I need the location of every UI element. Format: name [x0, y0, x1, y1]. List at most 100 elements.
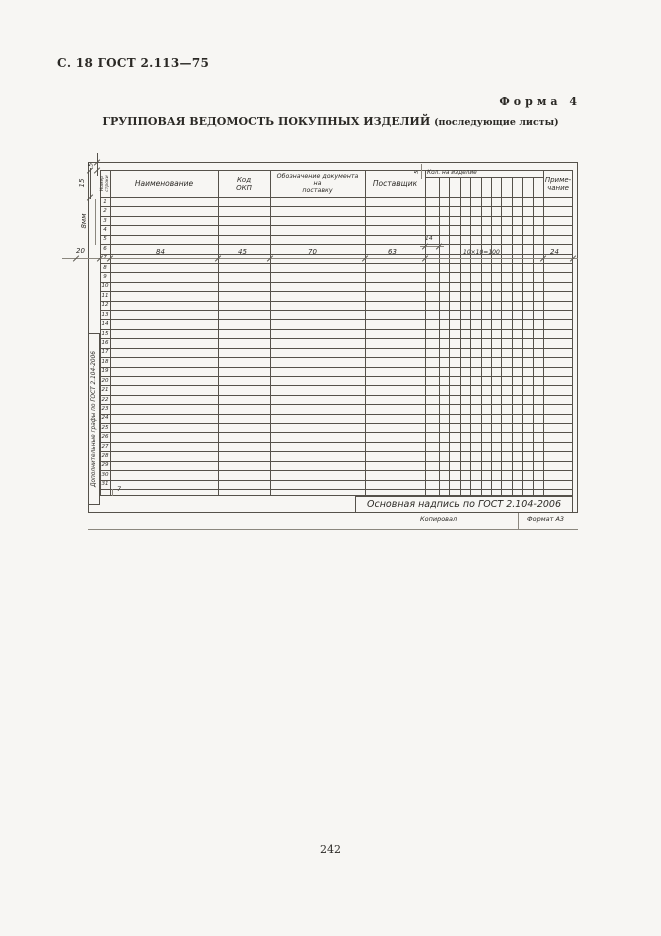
header-bottom-line [100, 197, 573, 198]
row-number-cell: 29 [101, 462, 109, 469]
row-line [100, 206, 573, 208]
row-number-cell: 19 [101, 368, 109, 375]
row-line [100, 451, 573, 453]
row-line [100, 423, 573, 425]
under-frame-line [88, 529, 578, 530]
dim-header-height: 15 [77, 178, 86, 188]
qty-first-col-dim [420, 246, 444, 247]
qty-subcolumn-line [532, 177, 534, 496]
row-line [100, 328, 573, 330]
row-number-cell: 1 [103, 198, 107, 205]
width-dimension-line [62, 258, 578, 259]
table-outline [100, 170, 573, 496]
qty-subcolumn-line [511, 177, 513, 496]
row-number-cell: 13 [101, 311, 109, 318]
column-line [110, 170, 111, 496]
dim-row-height: 8мм [79, 213, 88, 229]
row-line [100, 460, 573, 462]
col-header-name: Наименование [134, 179, 194, 188]
row-number-cell: 14 [101, 321, 109, 328]
row-line [100, 479, 573, 481]
row-number-cell: 26 [101, 434, 109, 441]
row-line [100, 470, 573, 472]
row-number-cell: 3 [103, 217, 107, 224]
row-number-cell: 30 [101, 471, 109, 478]
row-line [100, 338, 573, 340]
page-title-suffix: (последующие листы) [434, 117, 559, 128]
row-number-cell: 31 [101, 481, 109, 488]
row-line [100, 253, 573, 255]
row-number-cell: 11 [101, 292, 109, 299]
row-number-cell: 8 [103, 264, 107, 271]
row-line [100, 262, 573, 264]
document-header: С. 18 ГОСТ 2.113—75 [57, 56, 210, 70]
row-line [100, 281, 573, 283]
row-line [100, 413, 573, 415]
dim-left-offset: 20 [76, 247, 85, 255]
row-line [100, 489, 573, 490]
row-line [100, 300, 573, 302]
qty-subcolumn-line [522, 177, 524, 496]
row-number-cell: 12 [101, 302, 109, 309]
column-line [365, 170, 366, 496]
row-line [100, 366, 573, 368]
format-divider [518, 513, 519, 529]
row-number-cell: 10 [101, 283, 109, 290]
dim-name-width: 84 [156, 248, 165, 256]
row-line [100, 319, 573, 321]
dim-qty-first-col: 14 [425, 235, 433, 242]
qty-subcolumn-line [439, 177, 440, 496]
format-mark: Формат А3 [527, 515, 565, 523]
column-line [270, 170, 271, 496]
column-line [425, 170, 426, 496]
row-line [100, 291, 573, 293]
row-line [100, 244, 573, 246]
page-title-main: ГРУППОВАЯ ВЕДОМОСТЬ ПОКУПНЫХ ИЗДЕЛИЙ [102, 115, 431, 128]
row-line [100, 347, 573, 349]
row-line [100, 441, 573, 443]
row-line [100, 385, 573, 387]
row-number-cell: 9 [103, 274, 107, 281]
page-title: ГРУППОВАЯ ВЕДОМОСТЬ ПОКУПНЫХ ИЗДЕЛИЙ (по… [0, 115, 661, 128]
copied-mark: Копировал [420, 515, 458, 523]
column-line [218, 170, 219, 496]
row-number-cell: 17 [101, 349, 109, 356]
row-number-cell: 22 [101, 396, 109, 403]
col-header-quantity: Кол. на изделие [427, 170, 477, 176]
top-gap-extension [97, 153, 98, 176]
row-line [100, 310, 573, 312]
qty-subheader-line [425, 177, 543, 178]
title-block-text: Основная надпись по ГОСТ 2.104-2006 [367, 499, 561, 510]
row-line [100, 404, 573, 406]
dim-supplier-width: 63 [388, 248, 397, 256]
form-number-label: Форма 4 [499, 95, 581, 108]
row-number-cell: 27 [101, 443, 109, 450]
row-line [100, 225, 573, 227]
row-number-cell: 6 [103, 245, 107, 252]
row-number-cell: 15 [101, 330, 109, 337]
row-number-cell: 18 [101, 358, 109, 365]
column-line [543, 170, 544, 496]
qty-subcolumn-line [480, 177, 482, 496]
row-line [100, 394, 573, 396]
row-number-cell: 4 [103, 226, 107, 233]
qty-header-dim [421, 164, 422, 179]
dim-qty-header-height: 5 [413, 170, 420, 174]
qty-subcolumn-line [459, 177, 461, 496]
dim-okp-width: 45 [238, 248, 247, 256]
col-header-note: Приме- чание [544, 175, 572, 192]
bottom-strip-dim [112, 489, 113, 496]
qty-subcolumn-line [470, 177, 472, 496]
dim-doc-width: 70 [308, 248, 317, 256]
title-block-box [355, 496, 573, 513]
qty-subcolumn-line [449, 177, 451, 496]
left-margin-note-text: Дополнительные графы по ГОСТ 2.104-2006 [91, 351, 97, 488]
col-header-supply-doc: Обозначение документа на поставку [276, 173, 359, 194]
row-number-cell: 2 [103, 208, 107, 215]
row-number-cell: 16 [101, 339, 109, 346]
row-number-cell: 28 [101, 453, 109, 460]
row-number-cell: 24 [101, 415, 109, 422]
row-line [100, 357, 573, 359]
